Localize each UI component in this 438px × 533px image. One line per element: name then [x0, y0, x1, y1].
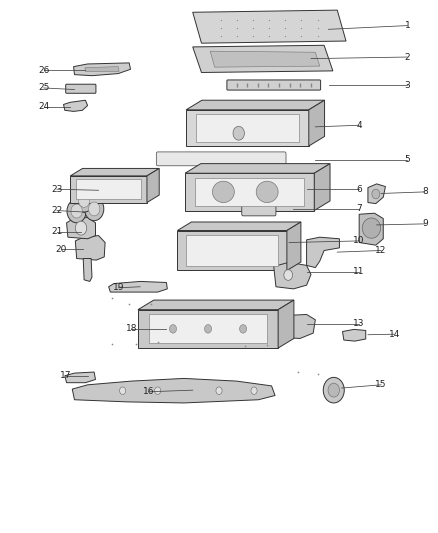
- Polygon shape: [83, 259, 92, 281]
- Circle shape: [74, 189, 94, 212]
- Polygon shape: [196, 114, 299, 142]
- Polygon shape: [185, 173, 314, 211]
- Polygon shape: [64, 100, 88, 111]
- Polygon shape: [314, 164, 330, 211]
- Circle shape: [284, 270, 293, 280]
- Polygon shape: [147, 168, 159, 203]
- Text: 23: 23: [51, 185, 63, 193]
- Circle shape: [323, 377, 344, 403]
- Polygon shape: [269, 314, 315, 338]
- Polygon shape: [287, 222, 301, 271]
- Polygon shape: [72, 378, 275, 403]
- Text: 15: 15: [375, 381, 387, 389]
- Polygon shape: [177, 230, 287, 271]
- Polygon shape: [67, 217, 95, 239]
- Polygon shape: [195, 177, 304, 206]
- Circle shape: [216, 387, 222, 394]
- Circle shape: [233, 126, 244, 140]
- Circle shape: [155, 387, 161, 394]
- Text: 24: 24: [38, 102, 49, 111]
- Text: 2: 2: [405, 53, 410, 61]
- Text: 10: 10: [353, 237, 365, 245]
- Polygon shape: [307, 237, 339, 268]
- Polygon shape: [138, 300, 294, 310]
- Text: 3: 3: [404, 81, 410, 90]
- Polygon shape: [186, 110, 309, 146]
- Circle shape: [251, 387, 257, 394]
- Polygon shape: [149, 314, 267, 343]
- Text: 14: 14: [389, 330, 400, 338]
- Circle shape: [85, 197, 104, 221]
- Circle shape: [75, 221, 87, 235]
- Ellipse shape: [256, 181, 278, 203]
- Polygon shape: [368, 184, 385, 204]
- Text: 20: 20: [56, 245, 67, 254]
- Polygon shape: [193, 10, 346, 43]
- Circle shape: [205, 325, 212, 333]
- Polygon shape: [138, 310, 278, 348]
- Text: 26: 26: [38, 66, 49, 75]
- Polygon shape: [76, 179, 141, 199]
- FancyBboxPatch shape: [227, 80, 321, 90]
- Text: 19: 19: [113, 284, 124, 292]
- Text: 9: 9: [422, 220, 428, 228]
- Circle shape: [88, 202, 100, 216]
- Polygon shape: [359, 213, 383, 245]
- Text: 12: 12: [375, 246, 387, 255]
- Polygon shape: [70, 168, 159, 176]
- Text: 4: 4: [357, 121, 362, 130]
- Polygon shape: [186, 236, 278, 265]
- Polygon shape: [309, 100, 325, 146]
- Circle shape: [372, 189, 380, 199]
- Polygon shape: [85, 67, 119, 71]
- Text: 21: 21: [51, 228, 63, 236]
- Circle shape: [170, 325, 177, 333]
- Polygon shape: [210, 51, 320, 67]
- Text: 13: 13: [353, 319, 365, 328]
- Text: 5: 5: [404, 156, 410, 164]
- Polygon shape: [343, 329, 366, 341]
- Circle shape: [67, 199, 86, 223]
- Polygon shape: [70, 176, 147, 203]
- Polygon shape: [177, 222, 301, 230]
- Polygon shape: [75, 236, 105, 260]
- Text: 1: 1: [404, 21, 410, 30]
- Circle shape: [71, 204, 82, 218]
- Polygon shape: [185, 164, 330, 173]
- Text: 18: 18: [126, 325, 137, 333]
- Polygon shape: [274, 262, 311, 289]
- Polygon shape: [193, 45, 333, 72]
- Polygon shape: [186, 100, 325, 110]
- Ellipse shape: [212, 181, 234, 203]
- Circle shape: [328, 383, 339, 397]
- Text: 11: 11: [353, 268, 365, 276]
- Text: 16: 16: [143, 387, 155, 396]
- Polygon shape: [278, 300, 294, 348]
- Text: 25: 25: [38, 84, 49, 92]
- FancyBboxPatch shape: [66, 84, 96, 93]
- Polygon shape: [74, 63, 131, 76]
- FancyBboxPatch shape: [156, 152, 286, 166]
- Circle shape: [240, 325, 247, 333]
- Text: 7: 7: [356, 205, 362, 213]
- Text: 22: 22: [51, 206, 63, 215]
- Circle shape: [78, 193, 90, 207]
- FancyBboxPatch shape: [242, 201, 276, 216]
- Ellipse shape: [362, 218, 381, 238]
- Polygon shape: [109, 281, 167, 292]
- Text: 8: 8: [422, 188, 428, 196]
- Circle shape: [120, 387, 126, 394]
- Polygon shape: [65, 372, 95, 383]
- Text: 6: 6: [356, 185, 362, 193]
- Text: 17: 17: [60, 372, 71, 380]
